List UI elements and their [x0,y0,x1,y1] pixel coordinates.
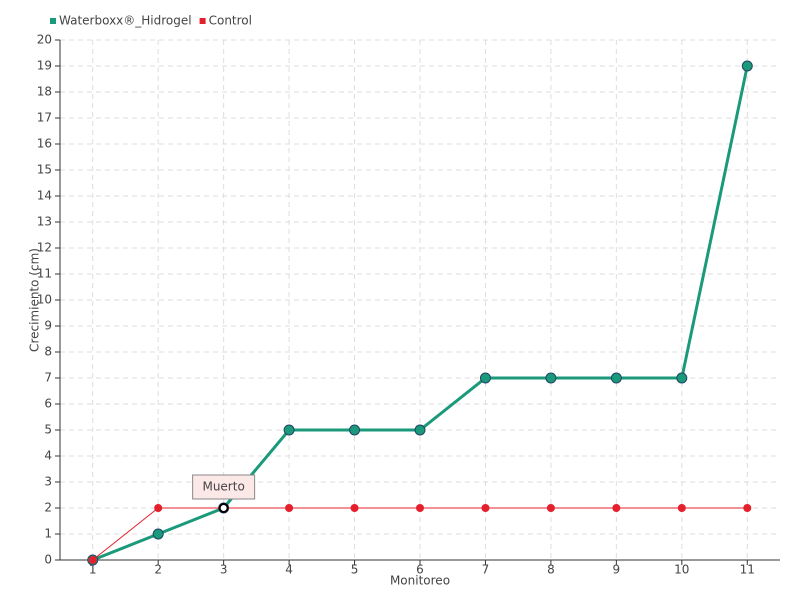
data-point [152,528,164,540]
x-tick-label: 7 [482,563,490,577]
legend-label: Control [209,14,252,28]
y-tick-label: 1 [44,527,52,541]
x-tick-label: 10 [674,563,689,577]
x-tick-label: 9 [613,563,621,577]
y-tick-label: 4 [44,449,52,463]
data-point [414,424,426,436]
y-tick-label: 11 [37,267,52,281]
x-tick-label: 3 [220,563,228,577]
y-tick-label: 17 [37,111,52,125]
y-axis-label: Crecimiento (cm) [28,248,42,352]
legend-label: Waterboxx®_Hidrogel [59,14,192,28]
y-tick-label: 16 [37,137,52,151]
data-point [285,504,294,512]
x-tick-label: 8 [547,563,555,577]
data-point [88,556,97,564]
y-tick-label: 8 [44,345,52,359]
data-point [481,504,490,512]
y-tick-label: 3 [44,475,52,489]
y-tick-label: 19 [37,59,52,73]
data-point [283,424,295,436]
data-point [349,424,361,436]
y-tick-label: 2 [44,501,52,515]
data-point [545,372,557,384]
data-point [741,60,753,72]
data-point [154,504,163,512]
y-tick-label: 13 [37,215,52,229]
legend-swatch [199,18,206,24]
x-tick-label: 2 [154,563,162,577]
y-tick-label: 9 [44,319,52,333]
y-tick-label: 7 [44,371,52,385]
data-point [479,372,491,384]
y-tick-label: 15 [37,163,52,177]
x-tick-label: 4 [285,563,293,577]
data-point [546,504,555,512]
x-axis-label: Monitoreo [390,574,450,588]
y-tick-label: 12 [37,241,52,255]
x-tick-label: 11 [740,563,755,577]
y-tick-label: 10 [37,293,52,307]
data-point [677,504,686,512]
data-point [610,372,622,384]
data-point [350,504,359,512]
y-tick-label: 20 [37,33,52,47]
data-point [612,504,621,512]
data-point [743,504,752,512]
data-point [416,504,424,512]
data-point [676,372,688,384]
y-tick-label: 6 [44,397,52,411]
y-tick-label: 5 [44,423,52,437]
annotation: Muerto [202,480,244,494]
y-tick-label: 0 [44,553,52,567]
x-tick-label: 6 [416,563,424,577]
annotated-point [218,503,229,513]
y-tick-label: 18 [37,85,52,99]
legend-swatch [50,18,56,24]
annotation-box [192,474,256,500]
x-tick-label: 5 [351,563,359,577]
x-tick-label: 1 [89,563,97,577]
y-tick-label: 14 [37,189,52,203]
